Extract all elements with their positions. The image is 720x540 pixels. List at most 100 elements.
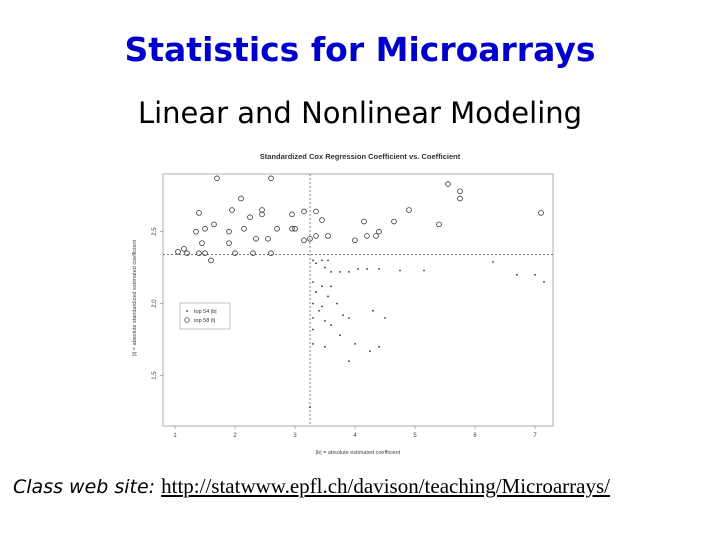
x-tick-label: 3 bbox=[293, 433, 297, 439]
legend-circle-marker bbox=[184, 317, 190, 323]
data-point-dot bbox=[423, 269, 425, 272]
x-tick-label: 2 bbox=[233, 433, 237, 439]
data-point-dot bbox=[321, 259, 323, 262]
data-point-dot bbox=[318, 309, 320, 312]
data-point-circle bbox=[361, 218, 367, 225]
data-point-circle bbox=[457, 195, 463, 202]
chart-title: Standardized Cox Regression Coefficient … bbox=[260, 152, 461, 161]
data-point-dot bbox=[324, 319, 326, 322]
data-point-dot bbox=[399, 269, 401, 272]
data-point-dot bbox=[378, 345, 380, 348]
data-point-dot bbox=[312, 259, 314, 262]
scatter-chart: Standardized Cox Regression Coefficient … bbox=[132, 152, 554, 456]
data-point-circle bbox=[301, 237, 307, 244]
data-point-circle bbox=[232, 250, 238, 256]
data-point-circle bbox=[445, 181, 451, 187]
data-point-circle bbox=[241, 225, 247, 232]
data-point-dot bbox=[330, 285, 332, 288]
data-point-dot bbox=[342, 314, 344, 317]
axes: 1 2 3 4 5 6 7 1.5 2.0 2.5 bbox=[152, 227, 537, 439]
data-point-circle bbox=[289, 225, 295, 232]
data-point-circle bbox=[376, 228, 382, 235]
data-point-dot bbox=[516, 273, 518, 276]
data-point-circle bbox=[175, 248, 181, 255]
class-website-link[interactable]: http://statwww.epfl.ch/davison/teaching/… bbox=[161, 474, 610, 498]
data-point-circle bbox=[259, 211, 265, 218]
x-tick-label: 6 bbox=[473, 433, 477, 439]
footer: Class web site: http://statwww.epfl.ch/d… bbox=[13, 474, 610, 499]
data-point-dot bbox=[357, 268, 359, 270]
data-point-circle bbox=[247, 214, 253, 220]
data-point-circle bbox=[265, 236, 271, 242]
data-point-dot bbox=[348, 271, 350, 273]
data-point-dot bbox=[312, 328, 314, 331]
class-website-label: Class web site: bbox=[13, 476, 156, 498]
legend-entry-t: top 58 |t| bbox=[194, 318, 215, 324]
data-point-circle bbox=[202, 225, 208, 232]
data-point-dot bbox=[312, 343, 314, 345]
data-point-circle bbox=[229, 207, 235, 213]
data-point-circle bbox=[538, 210, 544, 216]
data-point-circle bbox=[214, 175, 220, 182]
data-point-circle bbox=[457, 188, 463, 195]
data-point-circle bbox=[319, 217, 325, 223]
data-point-dot bbox=[315, 291, 317, 293]
data-point-circle bbox=[202, 250, 208, 256]
data-point-circle bbox=[259, 207, 265, 213]
data-point-circle bbox=[292, 225, 298, 232]
data-point-circle bbox=[184, 250, 190, 256]
data-point-dot bbox=[366, 268, 368, 270]
data-point-dot bbox=[354, 343, 356, 345]
data-point-circle bbox=[199, 240, 205, 246]
data-point-dot bbox=[369, 350, 371, 353]
data-point-circle bbox=[196, 250, 202, 256]
data-point-circle bbox=[181, 246, 187, 252]
data-point-dot bbox=[312, 302, 314, 305]
data-point-dot bbox=[372, 309, 374, 312]
data-point-circle bbox=[250, 250, 256, 256]
data-point-dot bbox=[321, 305, 323, 308]
data-point-circle bbox=[313, 233, 319, 239]
data-point-dot bbox=[312, 317, 314, 319]
data-point-circle bbox=[208, 257, 214, 264]
data-points bbox=[175, 175, 545, 409]
data-point-circle bbox=[307, 236, 313, 242]
data-point-dot bbox=[327, 295, 329, 298]
plot-frame bbox=[162, 173, 554, 427]
legend-dot-marker bbox=[186, 310, 188, 312]
data-point-circle bbox=[313, 208, 319, 215]
data-point-dot bbox=[330, 324, 332, 327]
legend-box bbox=[179, 302, 231, 330]
data-point-dot bbox=[315, 262, 317, 265]
data-point-circle bbox=[226, 240, 232, 246]
y-tick-label: 1.5 bbox=[152, 371, 158, 380]
data-point-circle bbox=[373, 233, 379, 239]
x-tick-label: 4 bbox=[353, 433, 357, 439]
slide-subtitle: Linear and Nonlinear Modeling bbox=[137, 96, 583, 130]
data-point-dot bbox=[309, 406, 311, 409]
data-point-circle bbox=[226, 228, 232, 235]
data-point-dot bbox=[336, 302, 338, 305]
data-point-dot bbox=[534, 273, 536, 276]
data-point-circle bbox=[289, 211, 295, 218]
data-point-circle bbox=[364, 233, 370, 239]
data-point-dot bbox=[327, 259, 329, 262]
data-point-dot bbox=[312, 281, 314, 283]
data-point-dot bbox=[378, 268, 380, 270]
data-point-circle bbox=[211, 221, 217, 228]
x-tick-label: 5 bbox=[413, 433, 417, 439]
data-point-dot bbox=[543, 281, 545, 283]
data-point-circle bbox=[406, 207, 412, 213]
data-point-circle bbox=[436, 221, 442, 228]
data-point-circle bbox=[352, 237, 358, 244]
data-point-circle bbox=[325, 233, 331, 239]
data-point-dot bbox=[324, 266, 326, 269]
data-point-circle bbox=[193, 228, 199, 235]
y-axis-label: |t| = absolute standardized estimated co… bbox=[132, 240, 138, 357]
legend: top 54 |b| top 58 |t| bbox=[179, 302, 231, 330]
x-axis-label: |b| = absolute estimated coefficient bbox=[316, 450, 401, 456]
data-point-circle bbox=[301, 208, 307, 215]
data-point-circle bbox=[253, 236, 259, 242]
y-tick-label: 2.0 bbox=[152, 299, 158, 308]
data-point-dot bbox=[330, 271, 332, 273]
